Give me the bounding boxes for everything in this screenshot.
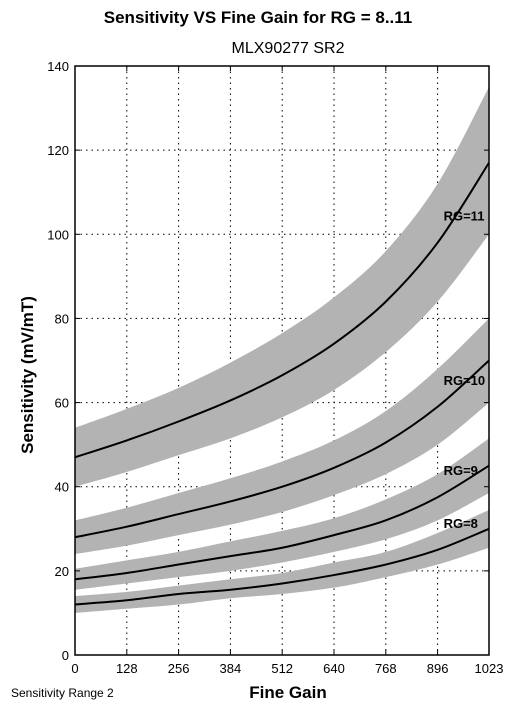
series-label-2: RG=10 xyxy=(444,373,486,388)
x-tick-label-2: 256 xyxy=(168,661,190,676)
line-layer xyxy=(74,162,490,606)
footnote: Sensitivity Range 2 xyxy=(11,686,114,700)
y-tick-label-1: 20 xyxy=(55,564,69,579)
x-tick-label-1: 128 xyxy=(116,661,138,676)
tolerance-band-4 xyxy=(75,509,489,613)
x-tick-label-4: 512 xyxy=(271,661,293,676)
chart-title: Sensitivity VS Fine Gain for RG = 8..11 xyxy=(104,8,412,27)
tolerance-band-1 xyxy=(75,87,489,487)
y-tick-label-6: 120 xyxy=(47,143,69,158)
series-line-3 xyxy=(74,464,490,581)
x-tick-label-6: 768 xyxy=(375,661,397,676)
y-tick-label-4: 80 xyxy=(55,311,69,326)
series-line-2 xyxy=(74,359,490,539)
tick-layer: 0 128 256 384 512 640 768 896 1023 0 20 40 60 80 100 12… xyxy=(47,59,503,676)
y-tick-label-2: 40 xyxy=(55,480,69,495)
series-label-1: RG=11 xyxy=(444,209,485,224)
x-tick-label-7: 896 xyxy=(427,661,449,676)
chart-subtitle: MLX90277 SR2 xyxy=(232,40,345,57)
x-tick-label-3: 384 xyxy=(220,661,242,676)
series-line-1 xyxy=(74,162,490,459)
series-line-4 xyxy=(74,527,490,606)
x-tick-label-8: 1023 xyxy=(475,661,504,676)
y-tick-label-3: 60 xyxy=(55,396,69,411)
x-axis-label: Fine Gain xyxy=(249,683,326,702)
x-tick-label-0: 0 xyxy=(71,661,78,676)
x-tick-label-5: 640 xyxy=(323,661,345,676)
series-label-3: RG=9 xyxy=(444,463,478,478)
label-layer: RG=11 RG=10 RG=9 RG=8 xyxy=(444,209,486,531)
y-tick-label-5: 100 xyxy=(47,227,69,242)
y-tick-label-7: 140 xyxy=(47,59,69,74)
series-label-4: RG=8 xyxy=(444,516,478,531)
y-axis-label: Sensitivity (mV/mT) xyxy=(18,296,37,454)
y-tick-label-0: 0 xyxy=(62,648,69,663)
tolerance-band-2 xyxy=(75,318,489,555)
